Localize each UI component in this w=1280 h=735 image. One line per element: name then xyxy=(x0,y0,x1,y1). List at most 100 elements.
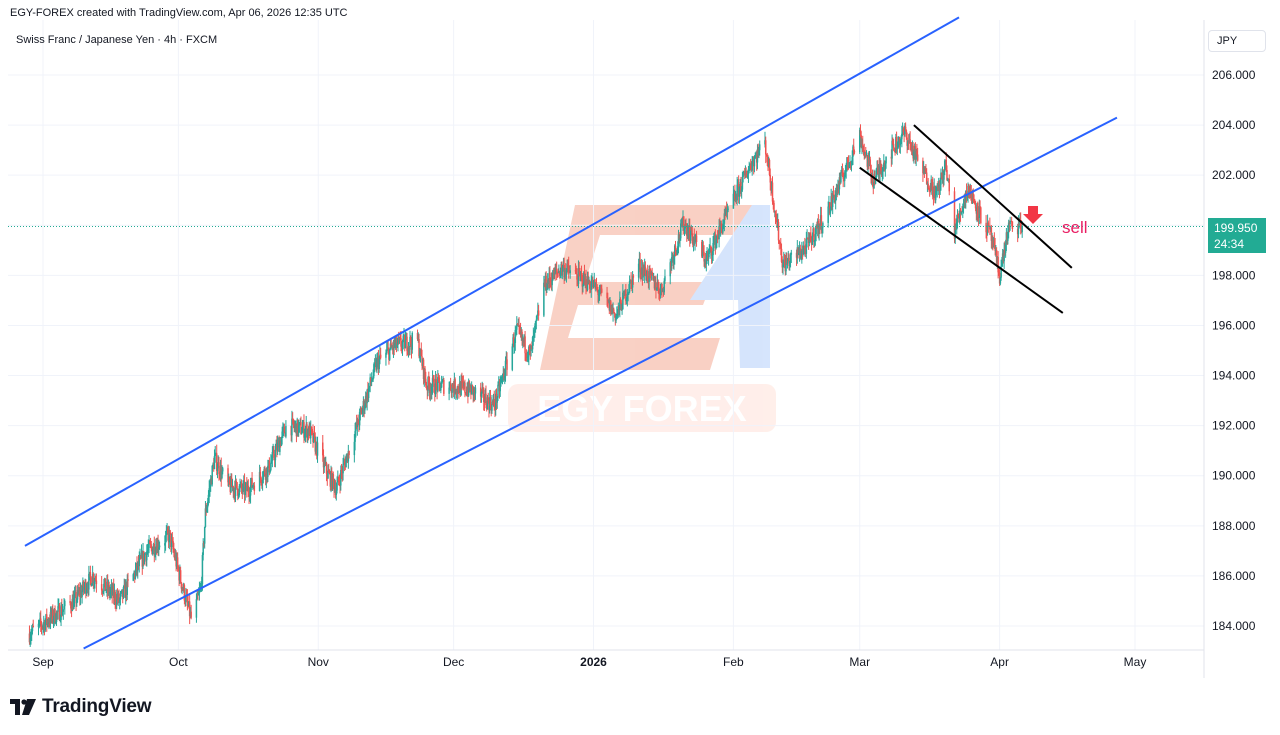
candle-body xyxy=(782,264,784,268)
currency-button[interactable]: JPY xyxy=(1208,30,1266,52)
candle-body xyxy=(607,300,610,302)
candle-body xyxy=(285,426,287,437)
candle-body xyxy=(121,589,124,598)
candle-body xyxy=(435,379,438,383)
candle-body xyxy=(102,591,104,593)
candle-body xyxy=(778,240,781,244)
candle-body xyxy=(200,584,203,587)
candle-body xyxy=(908,139,911,143)
svg-text:EGY FOREX: EGY FOREX xyxy=(537,388,746,429)
candle-body xyxy=(249,495,251,497)
candle-body xyxy=(82,581,84,591)
candle-body xyxy=(695,235,697,240)
candle-body xyxy=(956,222,958,230)
candle-body xyxy=(808,233,811,243)
time-axis[interactable]: Sep Oct Nov Dec 2026 Feb Mar Apr May xyxy=(32,655,1146,669)
candle-body xyxy=(613,309,615,313)
candle-body xyxy=(79,590,81,597)
candle-body xyxy=(459,382,462,395)
candle-body xyxy=(146,551,148,561)
price-tick-label: 186.000 xyxy=(1212,569,1256,583)
candle-body xyxy=(662,289,665,293)
candle-body xyxy=(925,168,927,173)
candle-body xyxy=(370,380,373,383)
candle-body xyxy=(907,140,910,143)
candle-body xyxy=(735,198,738,201)
candle-body xyxy=(312,431,314,442)
candle-body xyxy=(993,240,996,247)
candle-body xyxy=(1018,223,1020,226)
candle-body xyxy=(339,481,341,486)
channel-upper-line xyxy=(24,16,960,547)
candle-body xyxy=(685,224,687,226)
candle-body xyxy=(253,485,256,492)
candle-body xyxy=(860,135,862,148)
candle-body xyxy=(994,246,996,251)
price-tick-label: 194.000 xyxy=(1212,369,1256,383)
candle-body xyxy=(909,139,911,144)
candle-body xyxy=(607,298,609,302)
candle-body xyxy=(609,301,611,311)
price-axis[interactable]: 184.000 186.000 188.000 190.000 192.000 194.0… xyxy=(1212,68,1256,633)
candle-body xyxy=(738,186,741,197)
candle-body xyxy=(946,170,948,181)
candle-body xyxy=(900,139,902,141)
candle-body xyxy=(567,263,569,266)
candle-body xyxy=(564,271,567,276)
candle-body xyxy=(880,166,882,171)
candle-body xyxy=(48,622,50,624)
candle-body xyxy=(76,589,79,600)
candle-body xyxy=(421,356,423,366)
candle-body xyxy=(140,552,143,559)
candle-body xyxy=(87,587,89,590)
candle-body xyxy=(91,574,94,584)
candle-body xyxy=(279,441,281,452)
candle-body xyxy=(410,336,412,344)
candle-body xyxy=(583,272,586,283)
candle-body xyxy=(461,381,464,383)
candle-body xyxy=(91,583,93,587)
candle-body xyxy=(388,348,391,360)
candle-body xyxy=(149,543,152,545)
candle-body xyxy=(364,405,366,411)
candle-body xyxy=(706,255,708,258)
candle-body xyxy=(1004,249,1006,253)
candle-body xyxy=(800,256,802,258)
candle-body xyxy=(404,339,407,349)
descending-upper-line xyxy=(913,124,1073,269)
candle-body xyxy=(497,384,499,398)
candle-body xyxy=(203,543,205,545)
candle-body xyxy=(455,392,458,394)
candle-body xyxy=(612,309,614,314)
candle-body xyxy=(671,256,674,258)
last-price: 199.950 xyxy=(1214,221,1258,235)
candle-body xyxy=(304,429,307,434)
candle-body xyxy=(840,172,842,183)
candle-body xyxy=(516,324,518,330)
candle-body xyxy=(453,379,456,393)
candle-body xyxy=(996,256,999,264)
candle-body xyxy=(515,329,517,331)
candle-body xyxy=(385,350,388,353)
candle-body xyxy=(689,233,692,241)
candle-body xyxy=(361,410,363,414)
tradingview-logo[interactable]: TradingView xyxy=(10,696,152,718)
candle-body xyxy=(278,440,280,452)
candle-body xyxy=(55,611,58,622)
candle-body xyxy=(878,165,881,175)
candle-body xyxy=(904,126,906,135)
candle-body xyxy=(914,145,917,160)
candle-body xyxy=(492,399,495,403)
candle-body xyxy=(974,204,977,209)
candle-body xyxy=(770,182,772,191)
candle-body xyxy=(945,159,947,171)
candle-body xyxy=(527,356,529,358)
candle-body xyxy=(500,380,502,384)
candle-body xyxy=(1000,265,1002,278)
candle-body xyxy=(112,586,115,599)
candle-body xyxy=(394,337,397,344)
candle-body xyxy=(133,572,135,575)
candle-body xyxy=(342,464,344,474)
candle-body xyxy=(522,338,524,341)
